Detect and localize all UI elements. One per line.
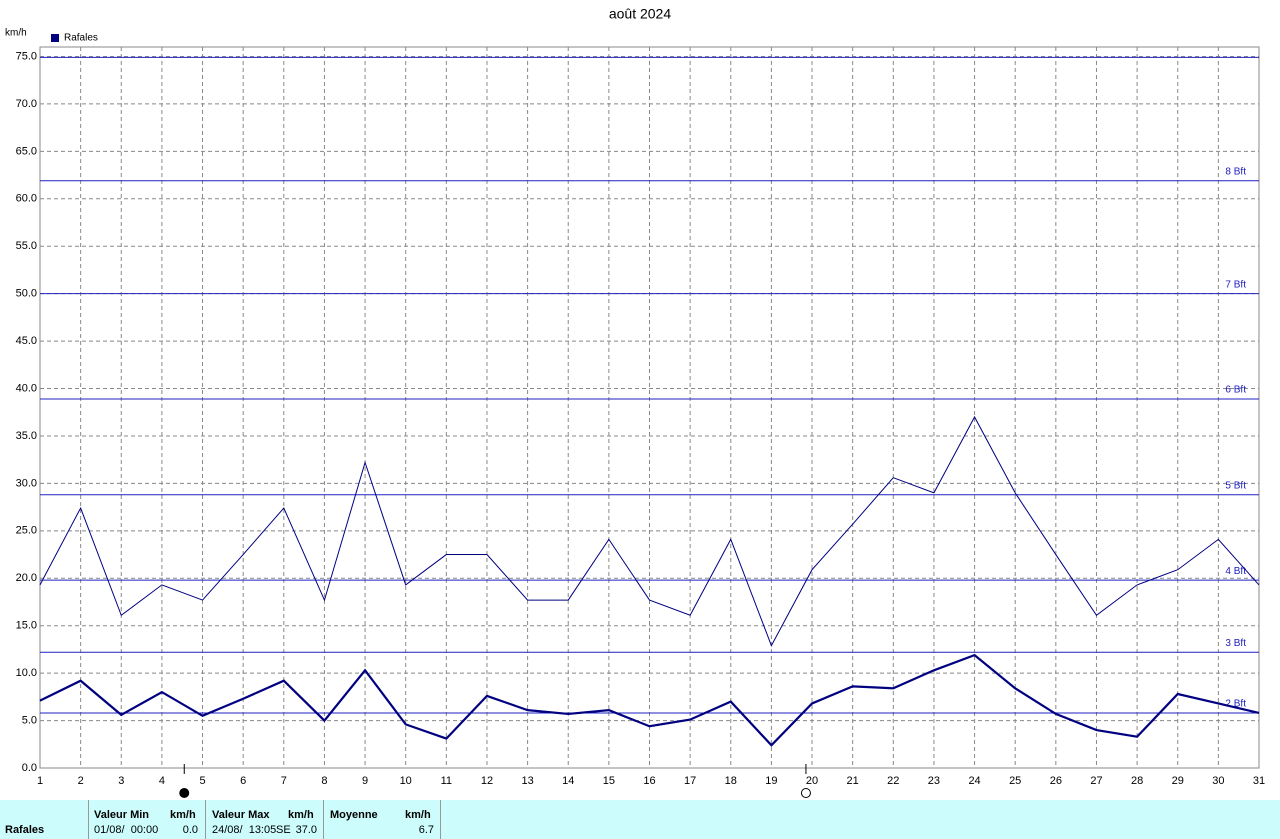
x-tick-label: 18 — [725, 775, 737, 787]
reference-label: 5 Bft — [1225, 480, 1246, 491]
header: km/h — [288, 809, 314, 821]
separator — [323, 800, 324, 839]
reference-label: 8 Bft — [1225, 166, 1246, 177]
x-tick-label: 15 — [603, 775, 615, 787]
x-tick-label: 27 — [1090, 775, 1102, 787]
min-value: 0.0 — [182, 824, 198, 836]
header: km/h — [405, 809, 431, 821]
y-tick-label: 75.0 — [16, 50, 37, 62]
x-tick-label: 5 — [199, 775, 205, 787]
x-tick-label: 14 — [562, 775, 574, 787]
y-tick-label: 60.0 — [16, 193, 37, 205]
series-line — [39, 653, 1260, 747]
header: Valeur Min — [94, 809, 150, 821]
x-tick-label: 9 — [362, 775, 368, 787]
y-tick-label: 45.0 — [16, 335, 37, 347]
y-tick-label: 70.0 — [16, 98, 37, 110]
legend-swatch — [51, 34, 59, 42]
y-tick-label: 55.0 — [16, 240, 37, 252]
row-label: Rafales — [5, 824, 45, 836]
y-tick-label: 20.0 — [16, 572, 37, 584]
reference-label: 2 Bft — [1225, 699, 1246, 710]
stats-panel: Rafales Valeur Min km/h Valeur Max km/h … — [0, 800, 1280, 839]
y-tick-label: 25.0 — [16, 525, 37, 537]
x-tick-label: 7 — [281, 775, 287, 787]
y-tick-label: 65.0 — [16, 145, 37, 157]
y-tick-label: 5.0 — [22, 714, 37, 726]
x-tick-label: 29 — [1172, 775, 1184, 787]
x-tick-label: 13 — [521, 775, 533, 787]
chart-title: août 2024 — [609, 6, 671, 22]
separator — [205, 800, 206, 839]
x-tick-label: 10 — [400, 775, 412, 787]
x-tick-label: 24 — [968, 775, 980, 787]
x-tick-label: 23 — [928, 775, 940, 787]
x-tick-label: 22 — [887, 775, 899, 787]
x-tick-label: 16 — [643, 775, 655, 787]
max-date: 24/08/ 13:05 — [212, 824, 277, 836]
y-tick-label: 50.0 — [16, 288, 37, 300]
reference-label: 6 Bft — [1225, 385, 1246, 396]
x-tick-label: 1 — [37, 775, 43, 787]
x-tick-label: 11 — [441, 775, 452, 787]
max-direction: SE — [276, 824, 291, 836]
legend-label: Rafales — [64, 33, 98, 44]
x-tick-label: 3 — [118, 775, 124, 787]
x-tick-label: 6 — [240, 775, 246, 787]
y-tick-label: 10.0 — [16, 667, 37, 679]
reference-label: 3 Bft — [1225, 638, 1246, 649]
header: Valeur Max — [212, 809, 270, 821]
moon-phase — [179, 788, 190, 798]
y-tick-label: 30.0 — [16, 477, 37, 489]
x-tick-label: 8 — [321, 775, 327, 787]
x-tick-label: 17 — [684, 775, 696, 787]
moon-phase — [800, 788, 811, 798]
x-tick-label: 28 — [1131, 775, 1143, 787]
y-tick-label: 0.0 — [22, 762, 37, 774]
series-line — [39, 415, 1260, 647]
x-tick-label: 20 — [806, 775, 818, 787]
x-tick-label: 21 — [847, 775, 859, 787]
reference-label: 4 Bft — [1225, 566, 1246, 577]
reference-label: 7 Bft — [1225, 279, 1246, 290]
x-tick-label: 31 — [1253, 775, 1265, 787]
x-tick-label: 12 — [481, 775, 493, 787]
mean-value: 6.7 — [418, 824, 434, 836]
header: Moyenne — [330, 809, 378, 821]
x-tick-label: 19 — [765, 775, 777, 787]
x-tick-label: 25 — [1009, 775, 1021, 787]
chart: août 2024 km/h 0.0 5.0 10.0 15.0 20.0 25.0 30.… — [5, 6, 1265, 798]
y-tick-label: 35.0 — [16, 430, 37, 442]
separator — [440, 800, 441, 839]
x-tick-label: 2 — [78, 775, 84, 787]
min-date: 01/08/ 00:00 — [94, 824, 159, 836]
y-axis-label: km/h — [5, 28, 27, 39]
x-tick-label: 4 — [159, 775, 165, 787]
max-value: 37.0 — [295, 824, 317, 836]
separator — [88, 800, 89, 839]
header: km/h — [170, 809, 196, 821]
x-tick-label: 26 — [1050, 775, 1062, 787]
y-tick-label: 15.0 — [16, 620, 37, 632]
y-tick-label: 40.0 — [16, 382, 37, 394]
x-tick-label: 30 — [1212, 775, 1224, 787]
